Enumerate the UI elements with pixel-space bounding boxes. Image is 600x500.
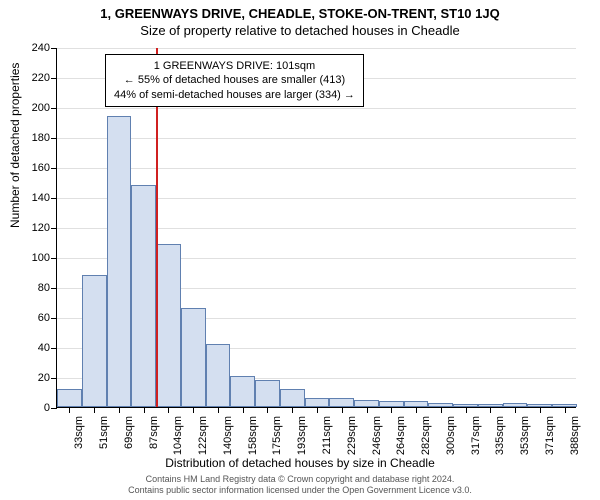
x-tick-label: 175sqm [271,416,283,455]
x-tick [317,407,318,413]
y-tick-label: 220 [20,72,50,84]
x-tick-label: 87sqm [148,416,160,449]
x-tick [144,407,145,413]
x-tick-label: 335sqm [494,416,506,455]
copyright-text: Contains HM Land Registry data © Crown c… [0,474,600,496]
x-tick-label: 317sqm [470,416,482,455]
y-tick [51,78,57,79]
histogram-bar [329,398,354,407]
x-tick [565,407,566,413]
x-tick-label: 388sqm [569,416,581,455]
grid-line [57,108,576,109]
x-tick-label: 300sqm [445,416,457,455]
x-tick [69,407,70,413]
histogram-bar [156,244,181,408]
histogram-bar [57,389,82,407]
y-tick [51,378,57,379]
chart-title-main: 1, GREENWAYS DRIVE, CHEADLE, STOKE-ON-TR… [0,0,600,21]
x-tick-label: 353sqm [519,416,531,455]
grid-line [57,138,576,139]
y-tick-label: 80 [20,282,50,294]
x-tick-label: 158sqm [247,416,259,455]
x-tick-label: 264sqm [395,416,407,455]
annotation-line1: 1 GREENWAYS DRIVE: 101sqm [114,59,355,73]
histogram-bar [107,116,132,407]
x-tick [466,407,467,413]
histogram-bar [131,185,156,407]
y-tick-label: 160 [20,162,50,174]
y-tick [51,318,57,319]
y-tick-label: 200 [20,102,50,114]
histogram-bar [280,389,305,407]
x-tick [243,407,244,413]
x-tick [218,407,219,413]
y-tick-label: 140 [20,192,50,204]
x-tick-label: 193sqm [296,416,308,455]
x-tick-label: 104sqm [172,416,184,455]
copyright-line1: Contains HM Land Registry data © Crown c… [146,474,455,484]
chart-plot-area: 02040608010012014016018020022024033sqm51… [56,48,576,408]
y-tick [51,138,57,139]
x-tick-label: 282sqm [420,416,432,455]
x-tick [367,407,368,413]
histogram-bar [255,380,280,407]
x-tick [193,407,194,413]
x-tick [416,407,417,413]
y-tick-label: 60 [20,312,50,324]
y-tick [51,108,57,109]
histogram-bar [82,275,107,407]
histogram-bar [354,400,379,408]
y-tick [51,168,57,169]
x-tick-label: 229sqm [346,416,358,455]
y-tick [51,258,57,259]
x-tick-label: 51sqm [98,416,110,449]
x-axis-title: Distribution of detached houses by size … [0,456,600,470]
x-tick [267,407,268,413]
annotation-line3: 44% of semi-detached houses are larger (… [114,88,355,102]
y-tick-label: 180 [20,132,50,144]
y-tick [51,48,57,49]
histogram-bar [230,376,255,408]
x-tick-label: 140sqm [222,416,234,455]
x-tick-label: 246sqm [371,416,383,455]
x-tick [515,407,516,413]
annotation-line2: ← 55% of detached houses are smaller (41… [114,73,355,87]
grid-line [57,48,576,49]
x-tick-label: 69sqm [123,416,135,449]
histogram-bar [181,308,206,407]
x-tick [94,407,95,413]
x-tick [168,407,169,413]
x-tick [490,407,491,413]
x-tick [292,407,293,413]
x-tick [441,407,442,413]
histogram-bar [206,344,231,407]
x-tick-label: 33sqm [73,416,85,449]
y-tick-label: 120 [20,222,50,234]
x-tick [391,407,392,413]
histogram-bar [305,398,330,407]
copyright-line2: Contains public sector information licen… [128,485,472,495]
x-tick-label: 211sqm [321,416,333,454]
x-tick [540,407,541,413]
y-tick [51,408,57,409]
x-tick [119,407,120,413]
y-tick [51,198,57,199]
annotation-box: 1 GREENWAYS DRIVE: 101sqm← 55% of detach… [105,54,364,107]
x-tick [342,407,343,413]
y-tick [51,228,57,229]
chart-title-sub: Size of property relative to detached ho… [0,23,600,38]
y-tick-label: 40 [20,342,50,354]
y-tick-label: 240 [20,42,50,54]
y-tick-label: 20 [20,372,50,384]
y-tick-label: 0 [20,402,50,414]
y-tick-label: 100 [20,252,50,264]
y-tick [51,348,57,349]
grid-line [57,168,576,169]
y-tick [51,288,57,289]
x-tick-label: 122sqm [197,416,209,455]
x-tick-label: 371sqm [544,416,556,455]
